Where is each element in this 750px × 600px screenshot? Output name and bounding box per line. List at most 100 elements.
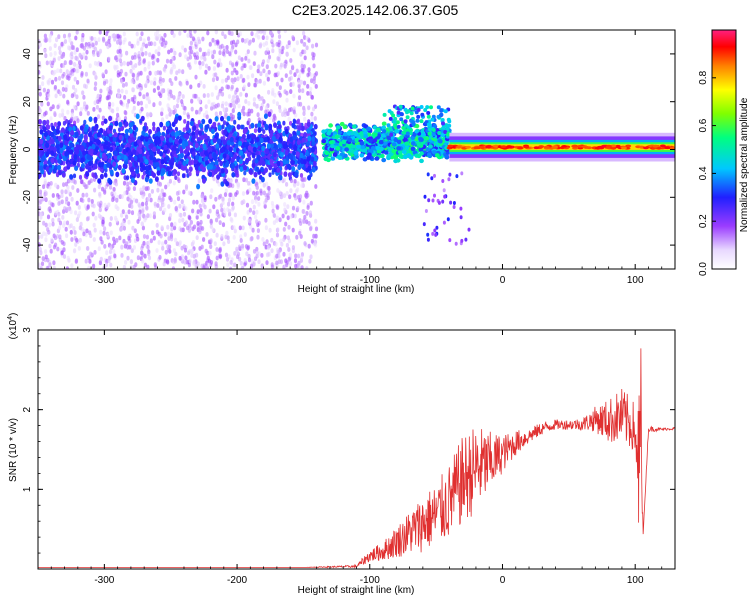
heatmap-cell [99,173,104,180]
heatmap-cell [239,74,243,79]
heatmap-cell [176,196,181,202]
heatmap-cell [150,55,155,60]
heatmap-cell [248,41,252,46]
heatmap-cell [128,198,132,203]
heatmap-cell [184,54,188,59]
heatmap-cell [386,135,391,140]
heatmap-cell [65,196,69,202]
heatmap-cell [100,239,104,245]
heatmap-cell [91,143,96,150]
heatmap-cell [202,178,206,184]
heatmap-cell [311,43,315,49]
heatmap-cell [116,206,120,212]
heatmap-cell [306,91,310,96]
heatmap-cell [216,174,221,180]
heatmap-cell [38,42,42,48]
heatmap-cell [59,68,63,74]
heatmap-cell [136,255,140,261]
heatmap-cell [224,188,228,194]
heatmap-cell [42,231,46,237]
heatmap-cell [97,184,101,190]
heatmap-cell [141,51,145,57]
heatmap-cell [183,259,187,265]
heatmap-cell [185,168,189,174]
heatmap-cell [378,140,384,145]
heatmap-cell [42,184,46,190]
heatmap-cell [196,221,200,226]
heatmap-cell [165,114,169,120]
heatmap-cell [176,176,180,182]
heatmap-cell [87,41,91,47]
heatmap-cell [243,261,247,267]
heatmap-cell [189,40,193,46]
heatmap-cell [212,176,216,182]
heatmap-cell [198,227,202,233]
heatmap-cell [169,197,173,203]
heatmap-cell [183,30,187,33]
heatmap-cell [94,40,98,46]
heatmap-cell [135,76,139,81]
heatmap-cell [238,158,243,165]
heatmap-cell [277,123,282,130]
heatmap-cell [97,213,101,219]
heatmap-cell [160,159,165,165]
heatmap-cell [200,134,205,141]
heatmap-cell [200,151,205,157]
heatmap-cell [259,30,263,35]
heatmap-cell [252,261,256,267]
heatmap-cell [165,121,170,127]
heatmap-cell [122,31,126,37]
heatmap-cell [282,251,286,257]
heatmap-cell [109,169,114,175]
heatmap-cell [177,115,182,121]
heatmap-cell [242,177,246,183]
heatmap-cell [63,134,68,141]
heatmap-cell [305,266,309,269]
heatmap-cell [264,159,269,165]
heatmap-cell [264,105,269,110]
heatmap-cell [55,143,60,149]
heatmap-cell [163,231,167,237]
heatmap-cell [60,250,64,256]
heatmap-cell [245,157,250,164]
heatmap-cell [281,178,285,184]
heatmap-cell [39,165,44,171]
heatmap-cell [308,91,312,96]
heatmap-cell [346,130,352,136]
heatmap-cell [388,116,393,121]
heatmap-cell [307,67,311,73]
heatmap-cell [300,60,304,66]
heatmap-cell [157,240,161,245]
heatmap-cell [190,98,194,104]
heatmap-cell [54,93,58,99]
heatmap-cell [115,106,120,112]
heatmap-cell [195,51,199,57]
heatmap-cell [214,85,218,91]
heatmap-cell [51,221,55,227]
heatmap-cell [302,80,307,86]
heatmap-cell [199,219,203,225]
heatmap-cell [214,160,219,166]
heatmap-cell [278,48,282,54]
heatmap-cell [89,148,94,154]
heatmap-cell [309,226,313,232]
heatmap-cell [244,92,248,98]
heatmap-cell [178,138,183,144]
heatmap-cell [79,54,83,59]
heatmap-cell [262,42,266,47]
heatmap-cell [98,162,102,168]
heatmap-cell [239,166,244,172]
heatmap-cell [284,221,288,227]
heatmap-cell [447,123,452,128]
heatmap-cell [173,108,177,114]
heatmap-cell [57,135,62,142]
heatmap-cell [175,241,179,247]
heatmap-cell [157,131,161,137]
heatmap-cell [121,209,125,215]
heatmap-cell [414,123,420,129]
heatmap-cell [194,129,199,136]
heatmap-cell [285,51,289,57]
heatmap-cell [112,136,117,142]
heatmap-cell [248,65,252,70]
heatmap-cell [256,68,260,74]
